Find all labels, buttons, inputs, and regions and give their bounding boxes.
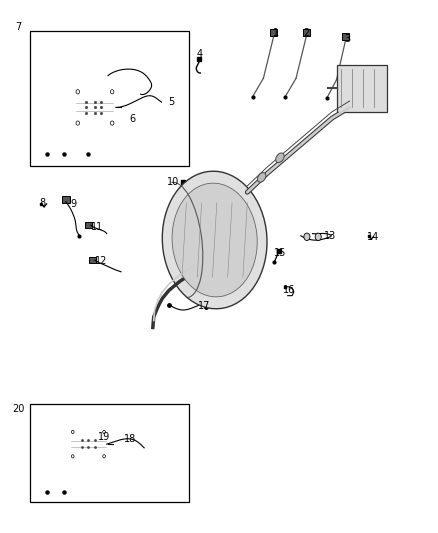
Text: 1: 1 <box>272 28 279 38</box>
Ellipse shape <box>276 153 284 163</box>
Circle shape <box>76 121 80 125</box>
Text: 7: 7 <box>16 22 22 32</box>
Ellipse shape <box>258 173 266 182</box>
Circle shape <box>103 455 106 458</box>
Text: 3: 3 <box>344 34 350 44</box>
Ellipse shape <box>172 183 257 297</box>
Text: 10: 10 <box>167 176 180 187</box>
Bar <box>74 87 116 127</box>
Text: 12: 12 <box>95 256 108 266</box>
Text: 6: 6 <box>129 114 135 124</box>
Bar <box>342 33 349 40</box>
Bar <box>30 30 188 166</box>
Text: 5: 5 <box>168 97 174 107</box>
Bar <box>62 196 70 203</box>
Text: 16: 16 <box>283 285 295 295</box>
Bar <box>113 109 122 116</box>
Bar <box>85 222 92 228</box>
Bar <box>69 428 108 460</box>
Circle shape <box>71 455 74 458</box>
Circle shape <box>71 430 74 433</box>
Text: 14: 14 <box>367 232 380 243</box>
Bar <box>336 65 387 112</box>
Bar <box>303 29 310 36</box>
Ellipse shape <box>162 171 267 309</box>
Text: 19: 19 <box>98 432 110 442</box>
Bar <box>162 99 170 108</box>
Bar <box>270 29 277 36</box>
Text: 11: 11 <box>91 222 103 232</box>
Text: 17: 17 <box>198 301 210 311</box>
Bar <box>30 405 188 503</box>
Circle shape <box>110 121 114 125</box>
Circle shape <box>103 430 106 433</box>
Text: 8: 8 <box>40 198 46 208</box>
Text: 20: 20 <box>13 403 25 414</box>
Text: 2: 2 <box>303 28 309 38</box>
Circle shape <box>110 90 114 94</box>
Text: 13: 13 <box>324 231 336 241</box>
Text: 4: 4 <box>196 50 202 59</box>
Bar <box>145 447 152 454</box>
Text: 15: 15 <box>274 248 286 259</box>
Circle shape <box>315 233 321 240</box>
Circle shape <box>76 90 80 94</box>
Circle shape <box>304 233 310 240</box>
Bar <box>89 257 96 263</box>
Text: 9: 9 <box>70 199 76 209</box>
Text: 18: 18 <box>124 434 136 444</box>
